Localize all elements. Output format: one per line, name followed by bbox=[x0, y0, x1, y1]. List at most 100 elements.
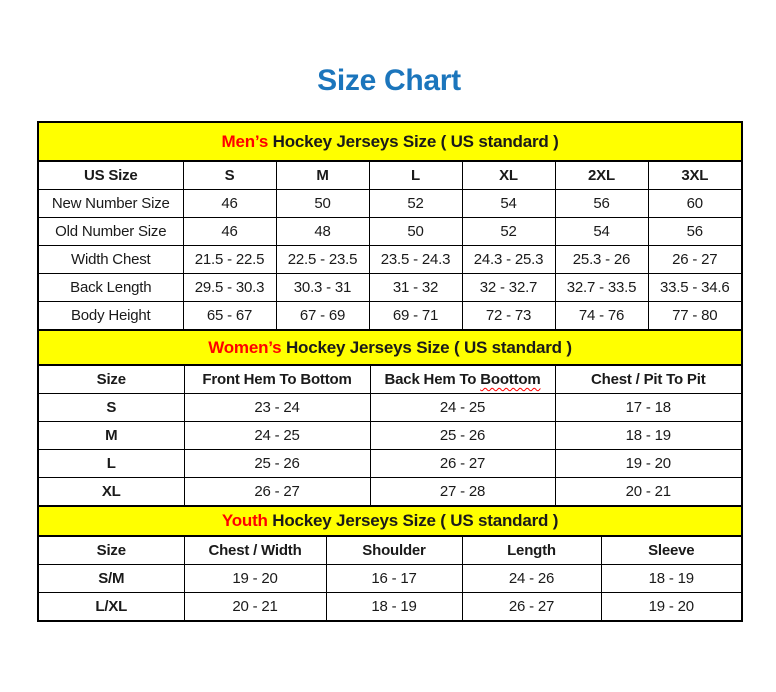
column-header-front-hem: Front Hem To Bottom bbox=[183, 364, 371, 394]
size-value-cell: 56 bbox=[554, 189, 649, 218]
size-value-cell: 60 bbox=[647, 189, 743, 218]
size-value-cell: 25 - 26 bbox=[183, 449, 371, 478]
table-row-new-number-size: New Number Size 46 50 52 54 56 60 bbox=[37, 189, 743, 218]
size-value-cell: 32.7 - 33.5 bbox=[554, 273, 649, 302]
youth-size-table: Youth Hockey Jerseys Size ( US standard … bbox=[37, 505, 744, 622]
size-value-cell: 29.5 - 30.3 bbox=[182, 273, 277, 302]
size-value-cell: 50 bbox=[275, 189, 370, 218]
back-hem-label-misspelled-word: Boottom bbox=[480, 371, 541, 388]
table-row-old-number-size: Old Number Size 46 48 50 52 54 56 bbox=[37, 217, 743, 246]
table-row-women-xl: XL 26 - 27 27 - 28 20 - 21 bbox=[37, 477, 743, 507]
youth-column-header-row: Size Chest / Width Shoulder Length Sleev… bbox=[37, 535, 743, 565]
size-value-cell: 52 bbox=[461, 217, 556, 246]
size-value-cell: 30.3 - 31 bbox=[275, 273, 370, 302]
youth-section-title-rest: Hockey Jerseys Size ( US standard ) bbox=[267, 511, 559, 530]
column-header-m: M bbox=[275, 160, 370, 190]
size-value-cell: 27 - 28 bbox=[369, 477, 556, 507]
youth-section-title-keyword: Youth bbox=[221, 511, 268, 530]
row-label: Width Chest bbox=[37, 245, 184, 274]
size-value-cell: 21.5 - 22.5 bbox=[182, 245, 277, 274]
womens-section-header: Women’s Hockey Jerseys Size ( US standar… bbox=[37, 329, 743, 366]
table-row-women-s: S 23 - 24 24 - 25 17 - 18 bbox=[37, 393, 743, 422]
mens-section-header: Men’s Hockey Jerseys Size ( US standard … bbox=[37, 121, 743, 162]
column-header-s: S bbox=[182, 160, 277, 190]
size-value-cell: 46 bbox=[182, 189, 277, 218]
size-value-cell: 24 - 26 bbox=[461, 564, 602, 593]
size-value-cell: 77 - 80 bbox=[647, 301, 743, 331]
size-value-cell: 26 - 27 bbox=[369, 449, 556, 478]
size-value-cell: 32 - 32.7 bbox=[461, 273, 556, 302]
womens-section-title: Women’s Hockey Jerseys Size ( US standar… bbox=[37, 329, 743, 366]
size-value-cell: 19 - 20 bbox=[554, 449, 743, 478]
size-value-cell: 20 - 21 bbox=[554, 477, 743, 507]
size-value-cell: 18 - 19 bbox=[325, 592, 463, 622]
size-value-cell: 22.5 - 23.5 bbox=[275, 245, 370, 274]
size-value-cell: 48 bbox=[275, 217, 370, 246]
column-header-shoulder: Shoulder bbox=[325, 535, 463, 565]
column-header-xl: XL bbox=[461, 160, 556, 190]
size-value-cell: 54 bbox=[554, 217, 649, 246]
page-title: Size Chart bbox=[317, 64, 461, 97]
mens-size-table: Men’s Hockey Jerseys Size ( US standard … bbox=[37, 121, 744, 331]
womens-column-header-row: Size Front Hem To Bottom Back Hem To Boo… bbox=[37, 364, 743, 394]
size-value-cell: 54 bbox=[461, 189, 556, 218]
mens-section-title-keyword: Men’s bbox=[221, 131, 269, 151]
size-value-cell: 50 bbox=[368, 217, 463, 246]
size-value-cell: 65 - 67 bbox=[182, 301, 277, 331]
size-value-cell: 56 bbox=[647, 217, 743, 246]
size-value-cell: 24 - 25 bbox=[369, 393, 556, 422]
table-row-width-chest: Width Chest 21.5 - 22.5 22.5 - 23.5 23.5… bbox=[37, 245, 743, 274]
size-value-cell: 26 - 27 bbox=[183, 477, 371, 507]
column-header-size: Size bbox=[37, 364, 185, 394]
size-value-cell: 26 - 27 bbox=[647, 245, 743, 274]
row-label: New Number Size bbox=[37, 189, 184, 218]
mens-section-title-rest: Hockey Jerseys Size ( US standard ) bbox=[268, 131, 559, 151]
size-value-cell: 23 - 24 bbox=[183, 393, 371, 422]
row-label: Back Length bbox=[37, 273, 184, 302]
column-header-3xl: 3XL bbox=[647, 160, 743, 190]
size-value-cell: 26 - 27 bbox=[461, 592, 602, 622]
table-row-women-m: M 24 - 25 25 - 26 18 - 19 bbox=[37, 421, 743, 450]
youth-section-header: Youth Hockey Jerseys Size ( US standard … bbox=[37, 505, 743, 537]
size-value-cell: 19 - 20 bbox=[183, 564, 327, 593]
size-value-cell: 18 - 19 bbox=[600, 564, 743, 593]
size-value-cell: 18 - 19 bbox=[554, 421, 743, 450]
row-label: L/XL bbox=[37, 592, 185, 622]
size-value-cell: 72 - 73 bbox=[461, 301, 556, 331]
column-header-chest-width: Chest / Width bbox=[183, 535, 327, 565]
column-header-chest: Chest / Pit To Pit bbox=[554, 364, 743, 394]
size-value-cell: 19 - 20 bbox=[600, 592, 743, 622]
column-header-length: Length bbox=[461, 535, 602, 565]
column-header-sleeve: Sleeve bbox=[600, 535, 743, 565]
row-label: Body Height bbox=[37, 301, 184, 331]
womens-size-table: Women’s Hockey Jerseys Size ( US standar… bbox=[37, 329, 744, 507]
size-value-cell: 52 bbox=[368, 189, 463, 218]
row-label: Old Number Size bbox=[37, 217, 184, 246]
size-value-cell: 20 - 21 bbox=[183, 592, 327, 622]
table-row-body-height: Body Height 65 - 67 67 - 69 69 - 71 72 -… bbox=[37, 301, 743, 331]
row-label: S bbox=[37, 393, 185, 422]
row-label: M bbox=[37, 421, 185, 450]
mens-section-title: Men’s Hockey Jerseys Size ( US standard … bbox=[37, 121, 743, 162]
size-value-cell: 23.5 - 24.3 bbox=[368, 245, 463, 274]
table-row-back-length: Back Length 29.5 - 30.3 30.3 - 31 31 - 3… bbox=[37, 273, 743, 302]
row-label: XL bbox=[37, 477, 185, 507]
column-header-2xl: 2XL bbox=[554, 160, 649, 190]
table-row-youth-lxl: L/XL 20 - 21 18 - 19 26 - 27 19 - 20 bbox=[37, 592, 743, 622]
size-value-cell: 25 - 26 bbox=[369, 421, 556, 450]
row-label: L bbox=[37, 449, 185, 478]
column-header-us-size: US Size bbox=[37, 160, 184, 190]
womens-section-title-rest: Hockey Jerseys Size ( US standard ) bbox=[281, 337, 572, 357]
size-value-cell: 17 - 18 bbox=[554, 393, 743, 422]
size-value-cell: 67 - 69 bbox=[275, 301, 370, 331]
size-value-cell: 74 - 76 bbox=[554, 301, 649, 331]
table-row-youth-sm: S/M 19 - 20 16 - 17 24 - 26 18 - 19 bbox=[37, 564, 743, 593]
size-value-cell: 16 - 17 bbox=[325, 564, 463, 593]
column-header-back-hem: Back Hem To Boottom bbox=[369, 364, 556, 394]
column-header-l: L bbox=[368, 160, 463, 190]
mens-column-header-row: US Size S M L XL 2XL 3XL bbox=[37, 160, 743, 190]
size-value-cell: 25.3 - 26 bbox=[554, 245, 649, 274]
size-value-cell: 46 bbox=[182, 217, 277, 246]
youth-section-title: Youth Hockey Jerseys Size ( US standard … bbox=[37, 505, 743, 537]
